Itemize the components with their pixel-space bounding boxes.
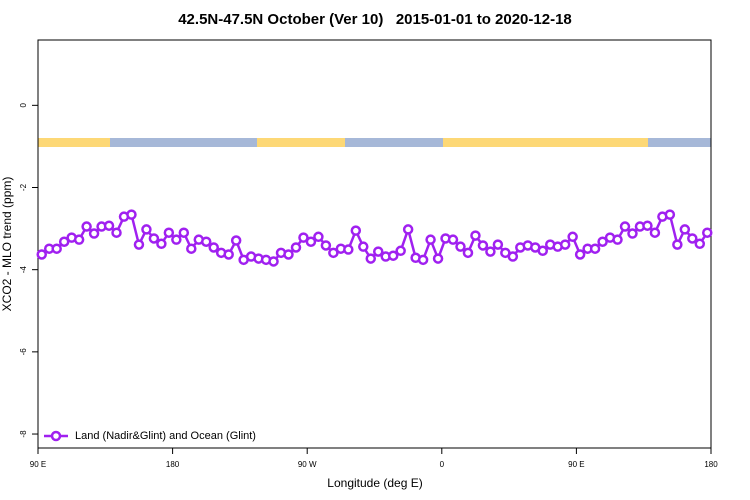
ocean-segment bbox=[345, 138, 443, 147]
y-tick-label: -4 bbox=[19, 266, 28, 274]
x-tick-label: 90 W bbox=[298, 460, 317, 469]
data-point bbox=[395, 245, 406, 257]
data-point bbox=[455, 241, 466, 252]
x-tick-label: 180 bbox=[704, 460, 718, 469]
legend-marker bbox=[50, 430, 62, 442]
land-segment bbox=[443, 138, 648, 147]
y-tick-label: -6 bbox=[19, 348, 28, 356]
data-point bbox=[567, 231, 578, 243]
data-point bbox=[223, 249, 234, 260]
data-point bbox=[305, 236, 317, 247]
data-point bbox=[574, 249, 586, 260]
data-point bbox=[664, 209, 676, 220]
x-tick-label: 0 bbox=[440, 460, 445, 469]
data-point bbox=[208, 242, 219, 253]
y-axis-label: XCO2 - MLO trend (ppm) bbox=[0, 177, 14, 312]
land-segment bbox=[38, 138, 110, 147]
data-point bbox=[171, 234, 182, 245]
data-point bbox=[163, 227, 175, 238]
data-point bbox=[387, 250, 399, 261]
land-ocean-strip bbox=[38, 138, 711, 147]
data-point bbox=[320, 240, 332, 251]
data-point bbox=[350, 225, 362, 236]
data-point bbox=[133, 239, 145, 250]
data-point bbox=[679, 224, 691, 235]
data-point bbox=[597, 236, 608, 247]
data-point bbox=[642, 220, 653, 231]
data-point bbox=[477, 240, 489, 251]
data-point bbox=[298, 232, 309, 243]
data-point bbox=[365, 253, 377, 264]
data-point bbox=[230, 235, 242, 246]
data-point bbox=[559, 239, 571, 250]
data-point bbox=[73, 234, 85, 245]
data-point bbox=[425, 234, 436, 245]
data-point bbox=[81, 221, 92, 232]
data-point bbox=[417, 254, 429, 266]
data-point bbox=[328, 247, 339, 259]
data-point bbox=[88, 228, 100, 239]
data-point bbox=[687, 233, 698, 244]
data-point bbox=[672, 239, 683, 250]
data-point bbox=[51, 243, 62, 254]
data-point bbox=[178, 227, 190, 238]
data-point bbox=[343, 244, 354, 255]
x-tick-label: 90 E bbox=[568, 460, 584, 469]
data-point bbox=[537, 245, 548, 257]
y-tick-label: 0 bbox=[19, 103, 28, 108]
plot-frame bbox=[37, 39, 712, 449]
data-point bbox=[313, 231, 324, 243]
data-point bbox=[649, 227, 661, 238]
chart-title: 42.5N-47.5N October (Ver 10) 2015-01-01 … bbox=[178, 11, 572, 28]
data-point bbox=[432, 253, 444, 264]
data-point bbox=[702, 227, 713, 238]
x-tick-label: 90 E bbox=[30, 460, 46, 469]
data-point bbox=[462, 247, 474, 259]
data-point bbox=[612, 234, 623, 245]
data-point bbox=[103, 220, 115, 231]
data-point bbox=[507, 251, 519, 262]
data-point bbox=[148, 233, 160, 244]
y-tick-label: -8 bbox=[19, 430, 28, 438]
data-point bbox=[268, 256, 279, 267]
data-point bbox=[470, 230, 481, 241]
legend-label: Land (Nadir&Glint) and Ocean (Glint) bbox=[75, 430, 256, 442]
data-point bbox=[447, 234, 459, 245]
data-point bbox=[358, 241, 369, 252]
ocean-segment bbox=[110, 138, 257, 147]
data-point bbox=[111, 227, 122, 238]
x-tick-label: 180 bbox=[166, 460, 180, 469]
ocean-segment bbox=[648, 138, 711, 147]
x-axis-label: Longitude (deg E) bbox=[327, 476, 422, 490]
data-point bbox=[156, 238, 167, 250]
data-point bbox=[126, 209, 137, 220]
y-tick-label: -2 bbox=[19, 183, 28, 191]
data-point bbox=[36, 249, 47, 260]
data-point bbox=[492, 239, 504, 250]
data-point bbox=[402, 224, 414, 235]
data-point bbox=[58, 236, 70, 247]
data-point bbox=[141, 224, 152, 235]
data-point bbox=[619, 221, 631, 232]
data-point bbox=[694, 238, 706, 250]
data-point bbox=[283, 249, 294, 260]
data-point bbox=[627, 228, 638, 239]
data-point bbox=[372, 246, 384, 257]
data-point bbox=[186, 243, 197, 254]
data-point bbox=[201, 236, 212, 247]
land-segment bbox=[257, 138, 345, 147]
data-point bbox=[485, 246, 496, 257]
data-point bbox=[589, 243, 601, 254]
data-point bbox=[290, 242, 302, 253]
